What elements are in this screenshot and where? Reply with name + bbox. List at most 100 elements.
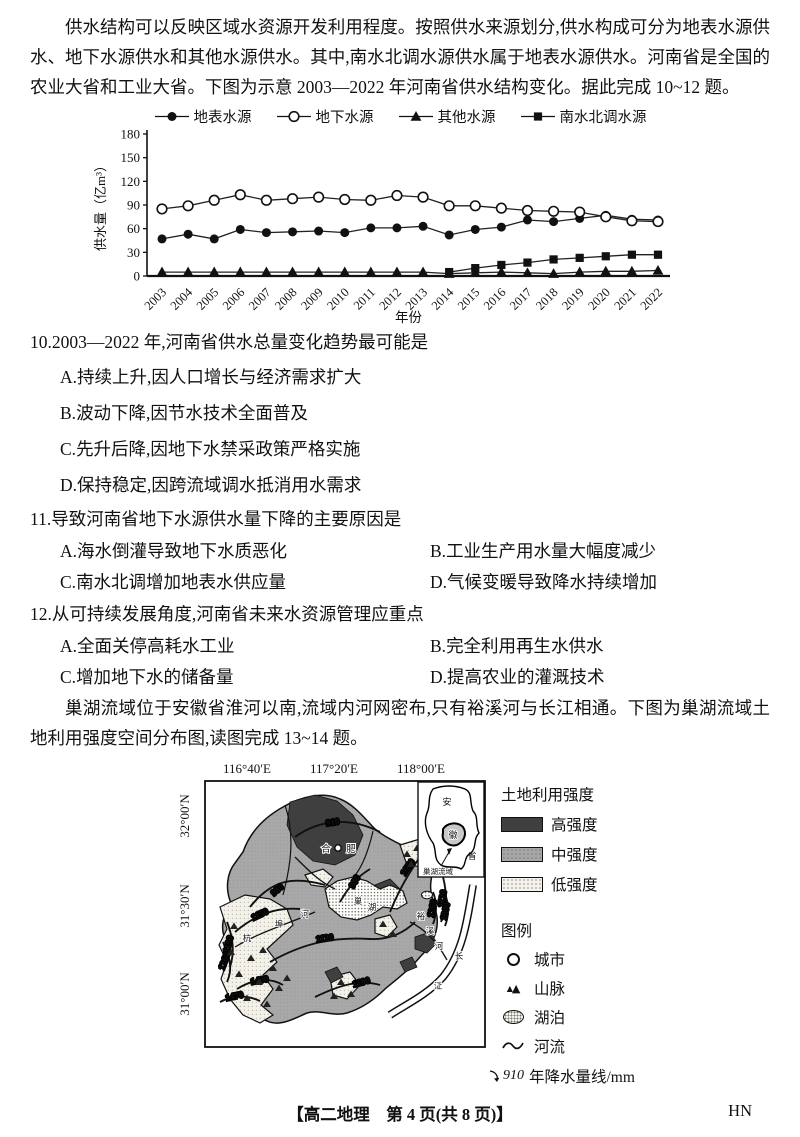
- isoline-label: 910: [325, 816, 340, 828]
- river-label: 江: [434, 981, 443, 991]
- svg-text:2017: 2017: [507, 285, 535, 313]
- lat-label: 31°30′N: [177, 884, 192, 928]
- chaohu-map-figure: 116°40′E 117°20′E 118°00′E 32°00′N 31°30…: [175, 757, 770, 1087]
- legend-mountain: ▲ ▲ 山脉: [501, 977, 691, 999]
- lon-label: 116°40′E: [223, 761, 271, 776]
- option-10-b: B.波动下降,因节水技术全面普及: [60, 403, 308, 423]
- svg-text:90: 90: [127, 198, 140, 213]
- legend-city: 城市: [501, 948, 691, 970]
- svg-text:2022: 2022: [638, 285, 666, 313]
- intro-paragraph-2: 巢湖流域位于安徽省淮河以南,流域内河网密布,只有裕溪河与长江相通。下图为巢湖流域…: [30, 698, 770, 748]
- svg-text:供水量（亿m³）: 供水量（亿m³）: [93, 159, 108, 251]
- option-11-d: D.气候变暖导致降水持续增加: [430, 572, 658, 592]
- lake-icon: [502, 1010, 524, 1024]
- chart-legend: 地表水源 地下水源 其他水源 南水北调水源: [30, 106, 770, 126]
- lon-label: 117°20′E: [310, 761, 358, 776]
- medium-intensity-swatch-icon: [501, 846, 543, 862]
- footer-code: HN: [728, 1101, 752, 1120]
- svg-text:2007: 2007: [246, 285, 274, 313]
- svg-text:2013: 2013: [403, 285, 431, 313]
- isoline-value: 910: [503, 1068, 524, 1083]
- svg-text:2014: 2014: [429, 285, 457, 313]
- svg-text:2004: 2004: [168, 285, 196, 313]
- isoline-label: 1120: [315, 932, 334, 944]
- option-12-a: A.全面关停高耗水工业: [60, 636, 235, 656]
- page-footer: 【高二地理 第 4 页(共 8 页)】 HN: [30, 1101, 770, 1125]
- intro-paragraph-1: 供水结构可以反映区域水资源开发利用程度。按照供水来源划分,供水构成可分为地表水源…: [30, 17, 770, 97]
- svg-text:2005: 2005: [194, 285, 222, 313]
- legend-precip-isoline: 910 年降水量线/mm: [487, 1065, 691, 1087]
- province-label: 安: [442, 796, 451, 807]
- svg-text:2009: 2009: [298, 285, 326, 313]
- intensity-high: 高强度: [501, 813, 691, 835]
- yangtze-river: [387, 884, 477, 1019]
- question-stem: 10.2003—2022 年,河南省供水总量变化趋势最可能是: [30, 332, 429, 352]
- mountain-icon: ▲ ▲: [506, 981, 521, 995]
- river-label: 杭: [243, 933, 252, 943]
- option-10-c: C.先升后降,因地下水禁采政策严格实施: [60, 439, 361, 459]
- option-10-d: D.保持稳定,因跨流域调水抵消用水需求: [60, 475, 362, 495]
- svg-text:180: 180: [121, 127, 141, 142]
- map-legend-panel: 土地利用强度 高强度 中强度 低强度 图例 城市 ▲ ▲ 山脉: [489, 757, 691, 1087]
- option-12-c: C.增加地下水的储备量: [60, 667, 234, 687]
- city-label: 合: [321, 843, 331, 855]
- lat-label: 31°00′N: [177, 972, 192, 1016]
- option-12-b: B.完全利用再生水供水: [430, 636, 604, 656]
- isoline-label: 1120: [436, 889, 449, 908]
- precipitation-isolines: [219, 821, 449, 1003]
- lake-label: 巢: [354, 896, 363, 906]
- river-label: 长: [455, 951, 464, 961]
- river-label: 河: [435, 941, 444, 951]
- svg-text:2006: 2006: [220, 285, 248, 313]
- river-label: 埠: [275, 919, 284, 929]
- svg-text:150: 150: [121, 150, 141, 165]
- svg-text:年份: 年份: [395, 310, 422, 325]
- svg-text:2020: 2020: [585, 285, 613, 313]
- hefei-city: 合 肥: [320, 842, 357, 856]
- svg-text:2021: 2021: [611, 285, 639, 313]
- question-11: 11.导致河南省地下水源供水量下降的主要原因是 A.海水倒灌导致地下水质恶化 B…: [30, 503, 770, 598]
- chart-legend-item: 其他水源: [398, 106, 496, 127]
- city-icon: [506, 952, 520, 966]
- map-legend-title: 图例: [501, 923, 533, 940]
- lon-label: 118°00′E: [397, 761, 445, 776]
- province-label: 省: [467, 850, 476, 861]
- svg-text:2012: 2012: [376, 285, 404, 313]
- chart-legend-item: 地表水源: [154, 106, 252, 127]
- river-label: 河: [301, 909, 310, 919]
- option-10-a: A.持续上升,因人口增长与经济需求扩大: [60, 367, 362, 387]
- inset-caption: 巢湖流域: [423, 866, 453, 876]
- svg-text:30: 30: [127, 245, 140, 260]
- isoline-arrow-icon: [489, 1070, 500, 1082]
- inset-arrow: [447, 848, 452, 855]
- latitude-labels: 32°00′N 31°30′N 31°00′N: [177, 794, 211, 1016]
- question-number: 11.: [30, 509, 52, 529]
- question-stem: 12.从可持续发展角度,河南省未来水资源管理应重点: [30, 604, 424, 624]
- svg-text:60: 60: [127, 221, 140, 236]
- question-number: 10.: [30, 332, 52, 352]
- intensity-legend-title: 土地利用强度: [501, 787, 595, 804]
- longitude-labels: 116°40′E 117°20′E 118°00′E: [223, 761, 445, 787]
- river-icon: [501, 1040, 525, 1052]
- intensity-medium: 中强度: [501, 843, 691, 865]
- chaohu-map: 116°40′E 117°20′E 118°00′E 32°00′N 31°30…: [177, 761, 486, 1048]
- svg-text:2010: 2010: [324, 285, 352, 313]
- question-10: 10.2003—2022 年,河南省供水总量变化趋势最可能是 A.持续上升,因人…: [30, 326, 770, 503]
- river-label: 溪: [426, 926, 435, 936]
- city-label: 肥: [346, 844, 356, 855]
- river-label: 裕: [417, 911, 426, 921]
- option-11-c: C.南水北调增加地表水供应量: [60, 572, 287, 592]
- svg-text:0: 0: [134, 269, 141, 284]
- chart-legend-item: 地下水源: [276, 106, 374, 127]
- question-12: 12.从可持续发展角度,河南省未来水资源管理应重点 A.全面关停高耗水工业 B.…: [30, 598, 770, 693]
- svg-text:120: 120: [121, 174, 141, 189]
- inset-basin: [441, 822, 466, 847]
- svg-text:2008: 2008: [272, 285, 300, 313]
- option-11-a: A.海水倒灌导致地下水质恶化: [60, 541, 288, 561]
- water-labels: 巢 湖 杭 埠 河 裕 溪 河 长 江: [242, 895, 465, 992]
- small-lake: [421, 890, 433, 900]
- lake-label: 湖: [368, 902, 377, 912]
- city-marker: [334, 844, 342, 852]
- svg-text:2011: 2011: [351, 285, 378, 312]
